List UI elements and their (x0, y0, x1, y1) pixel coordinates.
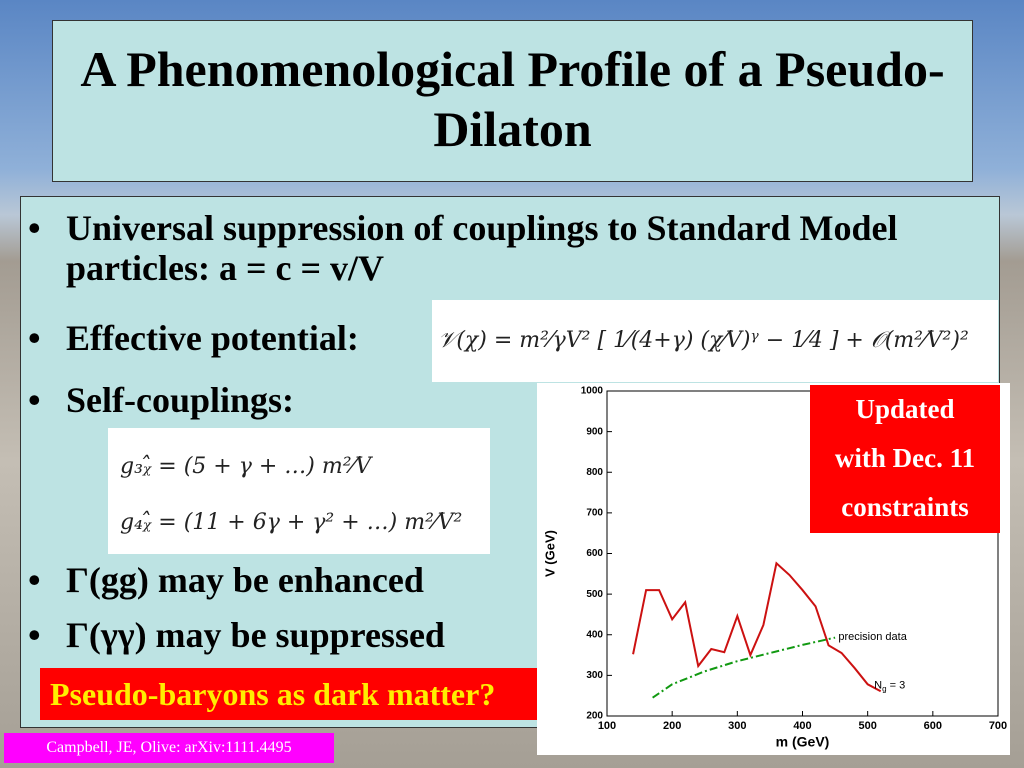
bullet: Effective potential: (28, 318, 986, 358)
x-tick-label: 600 (924, 720, 942, 732)
x-tick-label: 200 (663, 720, 681, 732)
note-line: with Dec. 11 (834, 443, 976, 473)
y-tick-label: 500 (586, 589, 603, 600)
callout: Pseudo-baryons as dark matter? (40, 668, 568, 720)
annotation: Ng = 3 (874, 679, 905, 693)
y-tick-label: 200 (586, 711, 603, 722)
y-tick-label: 1000 (581, 386, 604, 397)
bullet: Self-couplings: (28, 380, 986, 420)
y-tick-label: 700 (586, 508, 603, 519)
x-tick-label: 300 (728, 720, 746, 732)
equation: g₄ᵪ̂ = (11 + 6γ + γ² + …) m²⁄V² (120, 510, 463, 535)
x-tick-label: 500 (858, 720, 876, 732)
y-tick-label: 900 (586, 426, 603, 437)
y-tick-label: 300 (586, 670, 603, 681)
x-tick-label: 700 (989, 720, 1007, 732)
data-line (652, 636, 836, 699)
equation: g₃ᵪ̂ = (5 + γ + …) m²⁄V (120, 454, 372, 479)
annotation: precision data (838, 631, 907, 643)
annotation-rest: = 3 (887, 679, 906, 691)
x-tick-label: 400 (793, 720, 811, 732)
update-note: Updated with Dec. 11 constraints (810, 385, 1000, 533)
annotation-sub: g (882, 685, 886, 694)
slide-title: A Phenomenological Profile of a Pseudo-D… (52, 20, 973, 182)
citation: Campbell, JE, Olive: arXiv:1111.4495 (4, 733, 334, 763)
bullet: Γ(gg) may be enhanced (28, 560, 986, 600)
x-tick-label: 100 (598, 720, 616, 732)
y-axis-label: V (GeV) (542, 530, 557, 577)
note-line: Updated (855, 394, 955, 424)
y-tick-label: 400 (586, 629, 603, 640)
annotation-text: N (874, 679, 882, 691)
annotation-text: precision data (838, 631, 907, 643)
note-line: constraints (841, 492, 969, 522)
x-axis-label: m (GeV) (776, 734, 830, 750)
y-tick-label: 600 (586, 548, 603, 559)
data-line (632, 561, 882, 693)
y-tick-label: 800 (586, 467, 603, 478)
bullet: Γ(γγ) may be suppressed (28, 615, 986, 655)
bullet: Universal suppression of couplings to St… (28, 208, 986, 288)
equation: 𝒱(χ) = m²⁄γV² [ 1⁄(4+γ) (χ⁄V)ᵞ − 1⁄4 ] +… (432, 300, 998, 382)
